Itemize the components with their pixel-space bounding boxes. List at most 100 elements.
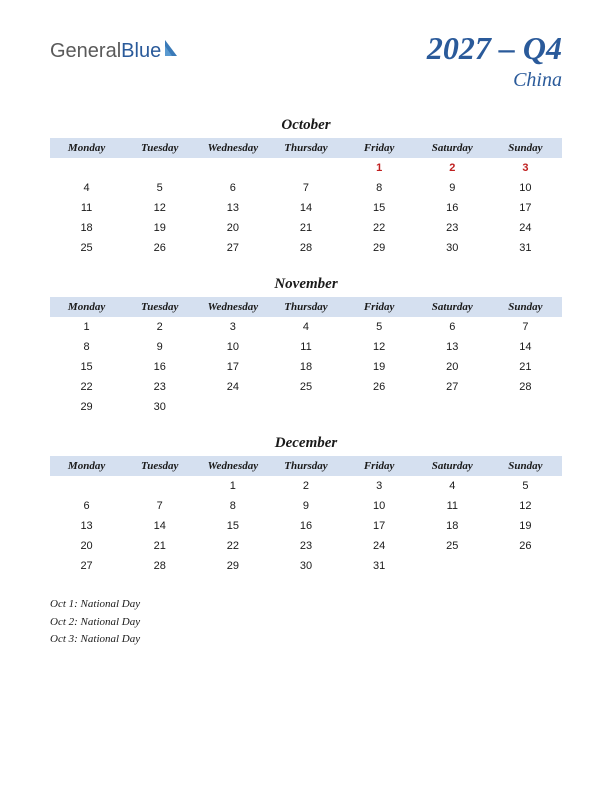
calendar-cell: 21 <box>269 218 342 238</box>
calendar-row: 6789101112 <box>50 496 562 516</box>
day-header: Thursday <box>269 297 342 317</box>
calendar-table: MondayTuesdayWednesdayThursdayFridaySatu… <box>50 297 562 417</box>
calendar-cell: 13 <box>416 337 489 357</box>
calendar-cell: 28 <box>489 377 562 397</box>
calendar-cell <box>269 158 342 178</box>
calendar-row: 15161718192021 <box>50 357 562 377</box>
day-header: Monday <box>50 297 123 317</box>
calendar-cell: 23 <box>269 536 342 556</box>
calendar-row: 22232425262728 <box>50 377 562 397</box>
calendar-cell: 10 <box>343 496 416 516</box>
calendar-cell: 23 <box>416 218 489 238</box>
calendar-cell: 9 <box>269 496 342 516</box>
calendar-cell: 16 <box>269 516 342 536</box>
calendar-cell: 24 <box>196 377 269 397</box>
calendar-cell <box>269 397 342 417</box>
title-block: 2027 – Q4 China <box>427 30 562 92</box>
day-header: Tuesday <box>123 297 196 317</box>
calendar-cell: 4 <box>416 476 489 496</box>
year-quarter: 2027 – Q4 <box>427 30 562 67</box>
day-header: Saturday <box>416 456 489 476</box>
calendar-cell: 5 <box>123 178 196 198</box>
calendar-cell: 30 <box>416 238 489 258</box>
calendar-cell: 12 <box>489 496 562 516</box>
day-header: Friday <box>343 138 416 158</box>
calendar-cell: 9 <box>416 178 489 198</box>
calendar-cell: 29 <box>343 238 416 258</box>
day-header: Friday <box>343 456 416 476</box>
calendar-cell: 20 <box>416 357 489 377</box>
calendar-cell: 6 <box>50 496 123 516</box>
calendar-row: 20212223242526 <box>50 536 562 556</box>
calendar-cell: 29 <box>196 556 269 576</box>
calendar-cell: 25 <box>269 377 342 397</box>
day-header: Wednesday <box>196 456 269 476</box>
calendar-cell: 11 <box>269 337 342 357</box>
logo-sail-icon <box>163 38 181 64</box>
month-title: October <box>50 117 562 134</box>
month-title: November <box>50 276 562 293</box>
calendar-cell: 17 <box>343 516 416 536</box>
calendar-cell: 12 <box>343 337 416 357</box>
day-header: Tuesday <box>123 138 196 158</box>
calendar-cell: 12 <box>123 198 196 218</box>
logo-text-blue: Blue <box>121 40 161 63</box>
holiday-entry: Oct 1: National Day <box>50 596 562 614</box>
calendar-cell: 25 <box>50 238 123 258</box>
calendar-cell: 7 <box>123 496 196 516</box>
calendar-cell: 19 <box>123 218 196 238</box>
calendar-cell: 13 <box>196 198 269 218</box>
calendar-cell: 25 <box>416 536 489 556</box>
calendar-row: 1234567 <box>50 317 562 337</box>
calendar-cell: 16 <box>416 198 489 218</box>
calendar-cell: 23 <box>123 377 196 397</box>
calendar-cell: 16 <box>123 357 196 377</box>
calendar-cell: 1 <box>343 158 416 178</box>
day-header: Sunday <box>489 297 562 317</box>
calendar-cell: 7 <box>269 178 342 198</box>
calendar-cell: 15 <box>196 516 269 536</box>
holiday-entry: Oct 2: National Day <box>50 614 562 632</box>
calendar-cell: 2 <box>269 476 342 496</box>
calendar-row: 11121314151617 <box>50 198 562 218</box>
calendar-cell: 6 <box>416 317 489 337</box>
calendar-cell: 15 <box>343 198 416 218</box>
day-header: Monday <box>50 138 123 158</box>
calendar-cell: 26 <box>123 238 196 258</box>
calendar-cell: 2 <box>416 158 489 178</box>
day-header: Sunday <box>489 456 562 476</box>
calendar-cell: 27 <box>196 238 269 258</box>
day-header: Sunday <box>489 138 562 158</box>
calendar-cell: 9 <box>123 337 196 357</box>
calendar-cell: 19 <box>489 516 562 536</box>
calendar-cell: 11 <box>50 198 123 218</box>
calendar-cell: 17 <box>489 198 562 218</box>
calendar-cell: 29 <box>50 397 123 417</box>
calendar-cell <box>416 397 489 417</box>
calendar-cell: 1 <box>196 476 269 496</box>
calendar-cell: 26 <box>489 536 562 556</box>
calendar-cell: 10 <box>196 337 269 357</box>
logo: GeneralBlue <box>50 38 181 64</box>
calendar-cell: 17 <box>196 357 269 377</box>
calendar-row: 18192021222324 <box>50 218 562 238</box>
calendar-cell: 4 <box>50 178 123 198</box>
calendar-row: 12345 <box>50 476 562 496</box>
day-header: Saturday <box>416 138 489 158</box>
calendar-cell: 14 <box>269 198 342 218</box>
calendar-cell: 28 <box>123 556 196 576</box>
calendar-row: 25262728293031 <box>50 238 562 258</box>
calendar-cell: 14 <box>123 516 196 536</box>
calendar-cell: 5 <box>489 476 562 496</box>
calendar-cell: 8 <box>343 178 416 198</box>
calendar-cell: 7 <box>489 317 562 337</box>
calendar-table: MondayTuesdayWednesdayThursdayFridaySatu… <box>50 138 562 258</box>
calendar-cell: 18 <box>416 516 489 536</box>
calendar-cell: 31 <box>343 556 416 576</box>
month-title: December <box>50 435 562 452</box>
calendar-row: 2728293031 <box>50 556 562 576</box>
logo-text-general: General <box>50 40 121 63</box>
calendar-cell: 1 <box>50 317 123 337</box>
calendars-container: OctoberMondayTuesdayWednesdayThursdayFri… <box>50 117 562 576</box>
calendar-cell: 14 <box>489 337 562 357</box>
